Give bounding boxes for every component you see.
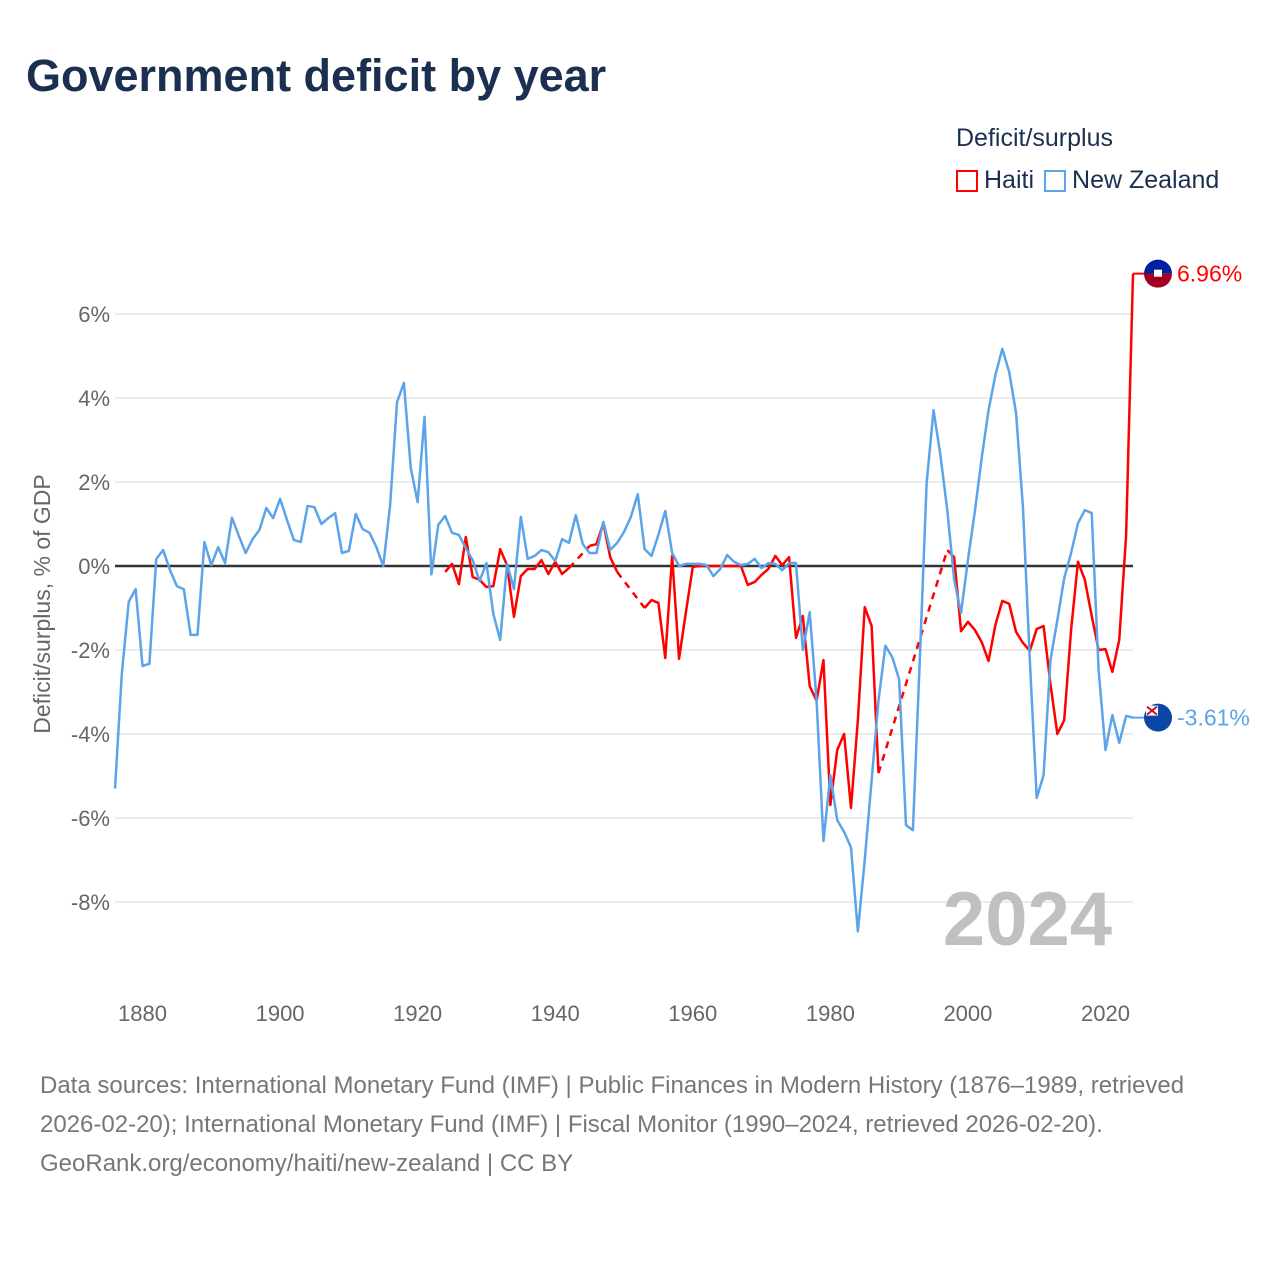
legend: Haiti New Zealand: [956, 166, 1219, 195]
legend-label-haiti: Haiti: [984, 166, 1035, 194]
new-zealand-flag-icon: [1144, 703, 1172, 732]
haiti-end-label: 6.96%: [1177, 261, 1242, 287]
x-tick-label: 1900: [256, 1001, 305, 1026]
flag-top: [1144, 259, 1172, 274]
x-tick-label: 1920: [393, 1001, 442, 1026]
footer: Data sources: International Monetary Fun…: [40, 1066, 1240, 1183]
x-tick-label: 2020: [1081, 1001, 1130, 1026]
y-tick-label: -8%: [71, 890, 110, 915]
credit-link[interactable]: GeoRank.org/economy/haiti/new-zealand | …: [40, 1150, 574, 1177]
legend-title: Deficit/surplus: [956, 124, 1113, 152]
x-tick-label: 2000: [943, 1001, 992, 1026]
legend-swatch-haiti: [956, 169, 978, 192]
y-tick-label: -2%: [71, 638, 110, 663]
x-tick-label: 1960: [668, 1001, 717, 1026]
x-tick-label: 1880: [118, 1001, 167, 1026]
series-line-new-zealand: [113, 347, 1134, 933]
legend-item-new-zealand[interactable]: New Zealand: [1044, 166, 1219, 195]
y-tick-label: -6%: [71, 806, 110, 831]
flag-cross: [1146, 705, 1158, 716]
chart-title: Government deficit by year: [26, 50, 607, 101]
y-tick-label: 4%: [78, 386, 110, 411]
data-sources: Data sources: International Monetary Fun…: [40, 1072, 1185, 1138]
y-tick-label: 6%: [78, 302, 110, 327]
x-tick-label: 1940: [531, 1001, 580, 1026]
legend-item-haiti[interactable]: Haiti: [956, 166, 1034, 195]
legend-swatch-new-zealand: [1044, 169, 1067, 192]
haiti-flag-icon: [1144, 259, 1172, 288]
x-tick-label: 1980: [806, 1001, 855, 1026]
year-watermark: 2024: [943, 877, 1112, 962]
y-axis-label: Deficit/surplus, % of GDP: [29, 474, 55, 733]
legend-label-new-zealand: New Zealand: [1072, 166, 1220, 194]
flag-emblem: [1154, 269, 1162, 277]
flag-bottom: [1144, 273, 1172, 288]
y-tick-label: 2%: [78, 470, 110, 495]
y-tick-label: 0%: [78, 554, 110, 579]
series-line-haiti: [444, 273, 1135, 810]
series-gap-haiti: [568, 544, 949, 774]
nz-end-label: -3.61%: [1177, 705, 1250, 731]
y-tick-label: -4%: [71, 722, 110, 747]
